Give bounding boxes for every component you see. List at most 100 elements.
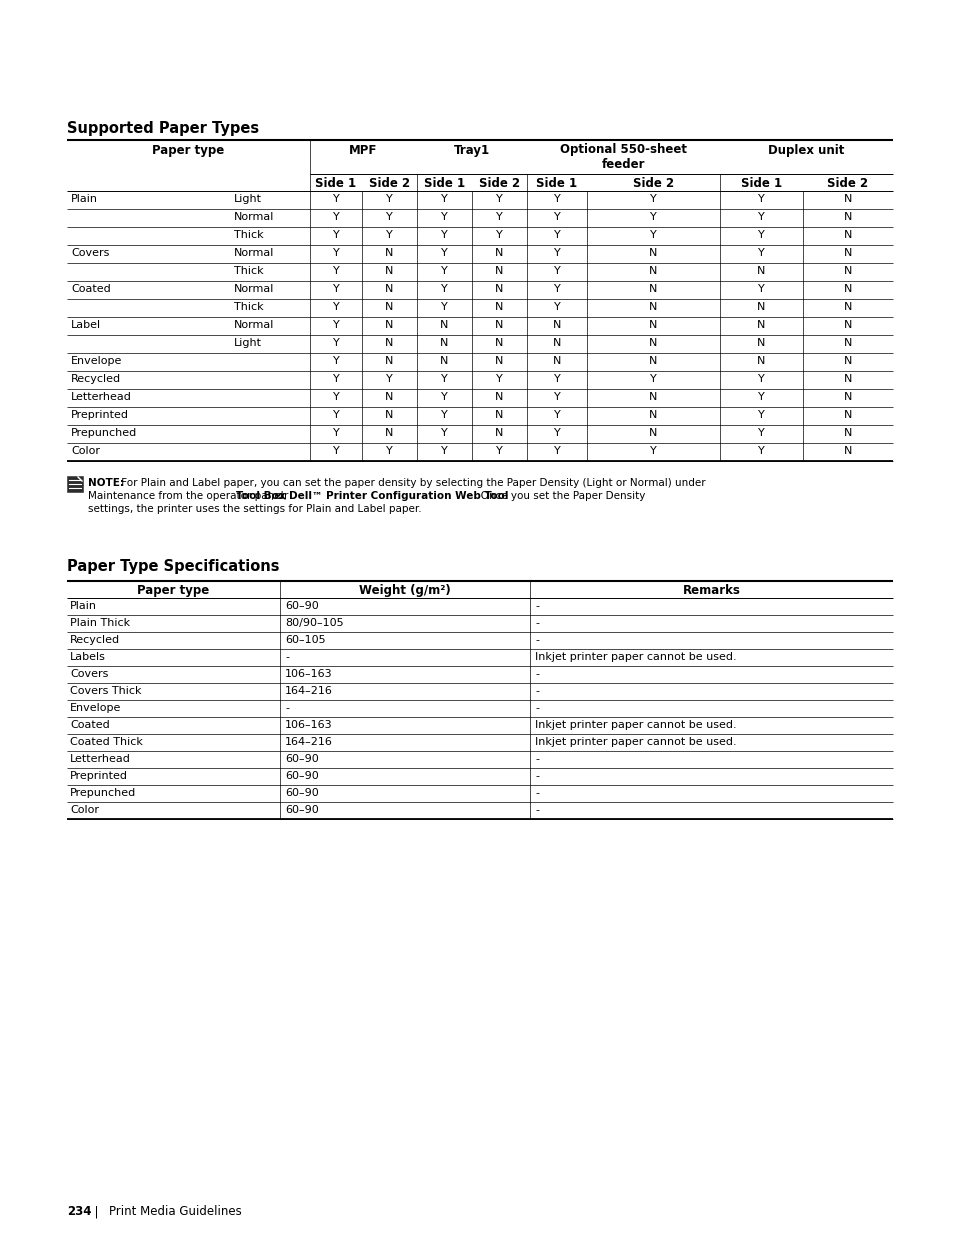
Text: N: N: [495, 429, 503, 438]
Text: N: N: [757, 356, 765, 366]
Text: Weight (g/m²): Weight (g/m²): [358, 584, 451, 597]
Text: Y: Y: [333, 410, 339, 420]
Text: N: N: [842, 446, 851, 456]
Text: Y: Y: [649, 212, 657, 222]
Text: Tray1: Tray1: [454, 144, 490, 157]
Text: N: N: [385, 338, 394, 348]
Text: Prepunched: Prepunched: [71, 429, 137, 438]
Text: N: N: [495, 356, 503, 366]
Text: 60–90: 60–90: [285, 601, 318, 611]
Text: 164–216: 164–216: [285, 685, 333, 697]
Text: Y: Y: [333, 429, 339, 438]
Text: N: N: [649, 248, 657, 258]
Text: N: N: [842, 284, 851, 294]
Text: Y: Y: [553, 410, 559, 420]
Text: Y: Y: [440, 194, 447, 204]
Text: N: N: [757, 338, 765, 348]
Text: Inkjet printer paper cannot be used.: Inkjet printer paper cannot be used.: [535, 652, 736, 662]
Text: Recycled: Recycled: [71, 374, 121, 384]
Text: N: N: [552, 338, 560, 348]
Text: Y: Y: [440, 248, 447, 258]
Text: Y: Y: [333, 338, 339, 348]
Text: Y: Y: [386, 230, 393, 240]
Text: Normal: Normal: [233, 284, 274, 294]
Text: Labels: Labels: [70, 652, 106, 662]
Text: -: -: [285, 652, 289, 662]
Text: N: N: [440, 320, 448, 330]
Text: Y: Y: [496, 446, 502, 456]
Text: Covers: Covers: [71, 248, 110, 258]
Text: Y: Y: [496, 374, 502, 384]
Text: Y: Y: [649, 374, 657, 384]
Text: Dell™ Printer Configuration Web Tool: Dell™ Printer Configuration Web Tool: [289, 492, 508, 501]
Text: Y: Y: [553, 303, 559, 312]
Text: Paper type: Paper type: [137, 584, 210, 597]
Text: Y: Y: [440, 429, 447, 438]
Text: Preprinted: Preprinted: [70, 771, 128, 781]
Text: N: N: [552, 356, 560, 366]
Text: 60–90: 60–90: [285, 805, 318, 815]
Text: -: -: [535, 703, 538, 713]
Text: Y: Y: [496, 194, 502, 204]
Text: N: N: [842, 391, 851, 403]
Text: Y: Y: [386, 194, 393, 204]
Text: Side 1: Side 1: [315, 177, 356, 190]
Text: Color: Color: [71, 446, 100, 456]
Text: 106–163: 106–163: [285, 669, 333, 679]
Text: N: N: [842, 303, 851, 312]
Text: Thick: Thick: [233, 303, 263, 312]
Text: N: N: [757, 303, 765, 312]
Text: N: N: [495, 338, 503, 348]
Text: Y: Y: [333, 374, 339, 384]
Text: N: N: [385, 410, 394, 420]
Text: N: N: [495, 248, 503, 258]
Text: N: N: [649, 284, 657, 294]
Text: 106–163: 106–163: [285, 720, 333, 730]
Text: Y: Y: [333, 320, 339, 330]
Text: Recycled: Recycled: [70, 635, 120, 645]
Text: Y: Y: [758, 429, 764, 438]
Text: -: -: [285, 703, 289, 713]
Text: N: N: [757, 320, 765, 330]
Bar: [67, 475, 83, 492]
Text: Plain: Plain: [70, 601, 97, 611]
Text: Y: Y: [553, 230, 559, 240]
Text: N: N: [649, 410, 657, 420]
Text: Y: Y: [440, 230, 447, 240]
Text: N: N: [649, 338, 657, 348]
Text: Y: Y: [553, 212, 559, 222]
Text: Y: Y: [758, 410, 764, 420]
Text: Coated: Coated: [70, 720, 110, 730]
Text: Y: Y: [386, 446, 393, 456]
Text: N: N: [842, 212, 851, 222]
Text: Remarks: Remarks: [681, 584, 740, 597]
Text: N: N: [440, 356, 448, 366]
Text: N: N: [842, 374, 851, 384]
Text: Prepunched: Prepunched: [70, 788, 136, 798]
Text: N: N: [649, 320, 657, 330]
Text: Y: Y: [553, 248, 559, 258]
Text: N: N: [385, 248, 394, 258]
Text: Y: Y: [758, 374, 764, 384]
Text: N: N: [495, 320, 503, 330]
Text: Side 2: Side 2: [826, 177, 867, 190]
Text: Y: Y: [553, 429, 559, 438]
Text: N: N: [649, 391, 657, 403]
Text: Print Media Guidelines: Print Media Guidelines: [109, 1205, 241, 1218]
Text: Thick: Thick: [233, 230, 263, 240]
Text: Y: Y: [758, 248, 764, 258]
Text: Y: Y: [553, 266, 559, 275]
Text: Letterhead: Letterhead: [70, 755, 131, 764]
Text: Y: Y: [333, 194, 339, 204]
Text: -: -: [535, 635, 538, 645]
Text: -: -: [535, 618, 538, 629]
Text: Y: Y: [440, 446, 447, 456]
Text: N: N: [440, 338, 448, 348]
Text: . Once you set the Paper Density: . Once you set the Paper Density: [474, 492, 644, 501]
Text: N: N: [842, 230, 851, 240]
Text: Envelope: Envelope: [70, 703, 121, 713]
Text: Normal: Normal: [233, 248, 274, 258]
Text: 60–90: 60–90: [285, 755, 318, 764]
Text: Light: Light: [233, 194, 262, 204]
Text: N: N: [385, 429, 394, 438]
